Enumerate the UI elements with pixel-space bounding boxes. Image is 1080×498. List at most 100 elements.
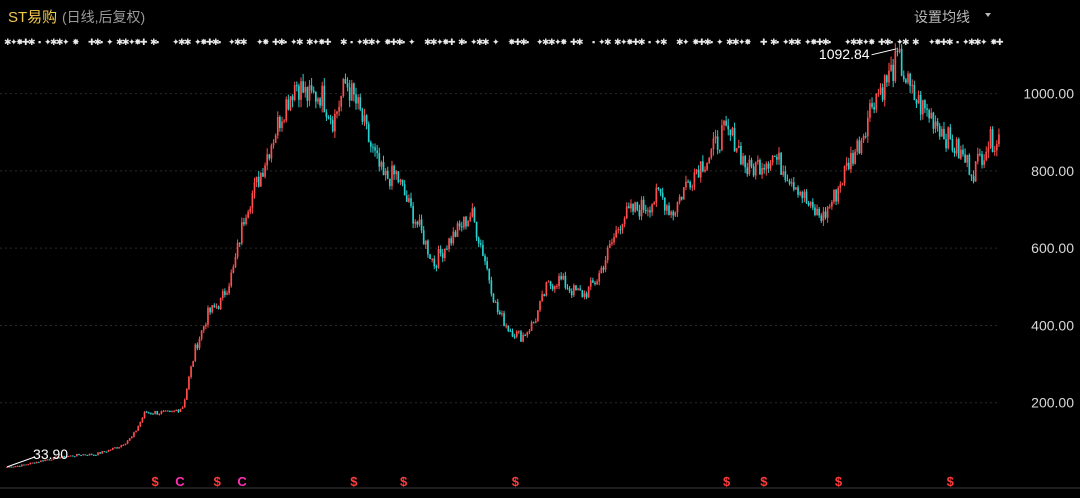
candle-body: [526, 332, 529, 336]
candle-body: [386, 170, 389, 179]
candle-body: [118, 447, 120, 449]
ma-settings-button[interactable]: 设置均线: [914, 9, 991, 25]
candle-body: [334, 113, 336, 132]
candle-body: [998, 134, 1000, 145]
candle-body: [382, 161, 385, 176]
candle-body: [613, 237, 615, 243]
candle-body: [877, 92, 880, 95]
indicator-glyph: ✱: [362, 37, 370, 47]
indicator-glyph: ✚: [272, 37, 280, 47]
indicator-glyph: ✸: [16, 37, 24, 47]
candle-body: [744, 156, 747, 168]
candle-body: [509, 330, 512, 332]
candle-body: [985, 151, 988, 161]
candle-body: [518, 331, 520, 333]
candle-body: [452, 231, 455, 244]
indicator-glyph: ▪: [402, 37, 405, 47]
y-axis-ticks: 200.00 400.00 600.00 800.00 1000.00: [1023, 86, 1074, 411]
candle-body: [532, 322, 535, 324]
ma-settings-label[interactable]: 设置均线: [914, 9, 970, 25]
candle-body: [814, 207, 816, 215]
candle-body: [809, 201, 812, 206]
indicator-glyph: ✱: [116, 37, 124, 47]
candle-body: [587, 286, 590, 298]
candle-body: [505, 325, 508, 327]
candle-body: [960, 149, 962, 159]
candle-body: [750, 159, 753, 167]
candle-body: [259, 172, 262, 187]
candle-body: [892, 64, 895, 81]
event-marker: $: [214, 474, 222, 489]
candle-body: [778, 152, 780, 160]
indicator-glyph: ✱: [306, 37, 314, 47]
annotations: 33.90 1092.84: [6, 46, 897, 468]
candle-body: [520, 331, 522, 342]
candle-body: [221, 291, 224, 298]
candle-body: [471, 208, 474, 217]
indicator-glyph: ✱: [396, 37, 404, 47]
candle-body: [287, 99, 290, 110]
candle-body: [716, 136, 719, 150]
candle-body: [545, 282, 548, 296]
candle-body: [122, 444, 125, 446]
indicator-glyph: ▪: [464, 37, 467, 47]
candle-body: [731, 128, 734, 136]
candle-body: [976, 153, 979, 162]
indicator-glyph: ✦: [620, 37, 628, 47]
candle-body: [818, 208, 821, 216]
candle-body: [185, 388, 188, 400]
candle-body: [850, 153, 852, 170]
candle-body: [389, 178, 391, 187]
candle-body: [841, 183, 844, 185]
candle-body: [441, 253, 444, 258]
indicator-glyph: ▪: [156, 37, 159, 47]
candle-body: [336, 111, 338, 114]
indicator-glyph: ✱: [614, 37, 622, 47]
candle-body: [993, 150, 996, 152]
indicator-glyph: ✦: [980, 37, 988, 47]
candle-body: [839, 184, 842, 189]
candle-body: [484, 255, 486, 262]
candle-body: [695, 169, 698, 173]
candle-body: [553, 286, 556, 290]
indicator-glyph: ✱: [770, 37, 778, 47]
candle-body: [581, 290, 584, 297]
candle-body: [348, 87, 351, 101]
candle-body: [898, 48, 901, 52]
candle-body: [190, 366, 192, 377]
indicator-glyph: ✦: [194, 37, 202, 47]
candle-body: [192, 361, 195, 367]
indicator-glyph: ✦: [598, 37, 606, 47]
candle-body: [761, 168, 763, 175]
candle-body: [659, 188, 662, 193]
candle-body: [900, 48, 903, 76]
candle-body: [266, 154, 269, 166]
indicator-glyph: ✱: [788, 37, 796, 47]
candle-body: [682, 187, 685, 200]
candle-body: [314, 92, 317, 102]
candle-body: [137, 426, 140, 431]
candle-body: [769, 162, 772, 169]
y-tick-label: 800.00: [1031, 163, 1074, 179]
candle-body: [888, 70, 890, 83]
candle-body: [78, 453, 80, 456]
indicator-strip: ✱✦✸✚✱ ▪ ✦✱✱✦ ✸ ✚✱▪ ✦ ✱✱✦✸✚ ✱▪ ✦✱✱ ✦✸✚✱▪ ✦✱✱ ✦✸ ✚✱▪ ✦✱…: [4, 37, 1004, 47]
candle-body: [647, 210, 649, 212]
candle-body: [712, 138, 715, 150]
indicator-glyph: ✱: [850, 37, 858, 47]
indicator-glyph: ✱: [542, 37, 550, 47]
candle-body: [477, 237, 480, 244]
candle-body: [784, 171, 787, 181]
candle-body: [511, 331, 514, 337]
indicator-glyph: ✱: [946, 37, 954, 47]
event-markers: $C$C$$$$$$$$$: [151, 474, 954, 489]
candle-body: [279, 116, 281, 128]
caret-down-icon[interactable]: [985, 13, 991, 17]
indicator-glyph: ✦: [356, 37, 364, 47]
candle-body: [16, 465, 19, 467]
candle-body: [211, 305, 214, 313]
candle-body: [558, 276, 560, 287]
candle-body: [71, 455, 74, 457]
indicator-glyph: ✸: [692, 37, 700, 47]
